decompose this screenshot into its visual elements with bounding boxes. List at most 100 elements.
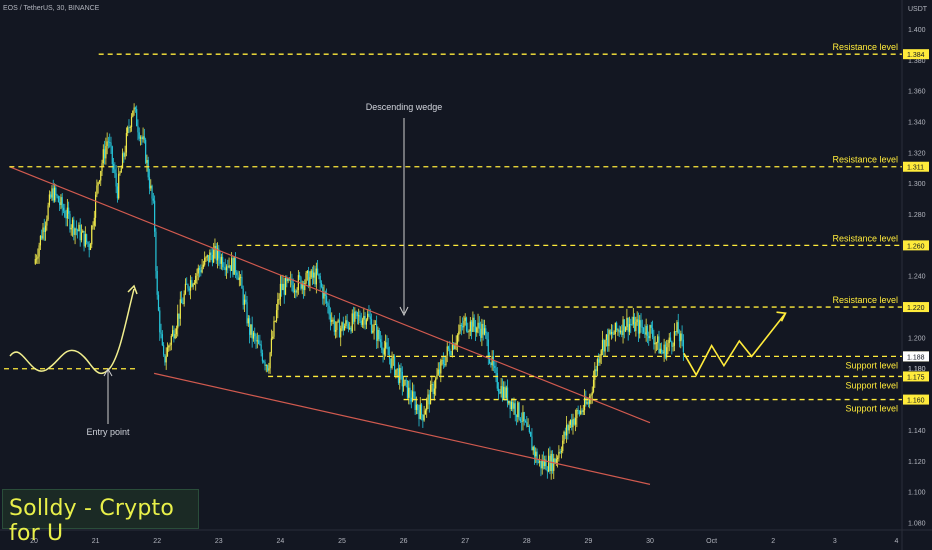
candle: [508, 400, 510, 406]
candle-body: [532, 447, 534, 451]
candle-body: [394, 356, 396, 376]
current-price-tag: [903, 351, 929, 362]
candle: [200, 264, 202, 277]
candle: [576, 408, 578, 428]
candle-body: [186, 283, 188, 285]
candle: [465, 316, 468, 333]
candle: [175, 325, 178, 339]
level-group: Resistance level 1.220: [483, 295, 929, 313]
candle-body: [660, 348, 663, 352]
candle: [649, 324, 651, 341]
candle-body: [587, 402, 589, 404]
candle-body: [188, 288, 190, 291]
candle: [145, 137, 147, 165]
candle-body: [51, 188, 53, 198]
candle-body: [132, 110, 134, 117]
level-price-tag-text: 1.384: [907, 52, 925, 59]
candle-body: [392, 356, 394, 358]
candle-body: [347, 323, 350, 329]
candle-body: [351, 313, 353, 332]
candle: [667, 339, 669, 355]
candle-body: [345, 320, 347, 327]
candle: [46, 215, 48, 231]
candle: [559, 448, 561, 454]
candle: [406, 380, 409, 400]
candle: [433, 380, 435, 401]
candle-body: [622, 319, 624, 335]
candles: [34, 103, 684, 480]
candle: [102, 144, 104, 168]
candle: [129, 125, 131, 133]
candle-body: [463, 320, 465, 328]
candle: [427, 389, 429, 410]
candle-body: [528, 426, 530, 433]
candle-body: [649, 325, 651, 339]
candle-body: [311, 270, 314, 278]
candle: [526, 416, 528, 428]
candle-body: [364, 315, 366, 325]
candle: [143, 128, 145, 144]
candle: [53, 183, 56, 203]
candle-body: [56, 195, 58, 197]
candle: [382, 347, 384, 363]
candle: [555, 454, 557, 466]
candle: [198, 265, 201, 278]
candle: [251, 316, 253, 348]
candle: [658, 330, 660, 354]
candle-body: [57, 196, 59, 203]
candle: [379, 330, 382, 348]
candle-body: [653, 336, 655, 345]
candle: [166, 342, 169, 357]
candle: [346, 313, 348, 329]
price-tick-label: 1.100: [908, 490, 926, 497]
candle: [477, 313, 479, 334]
candle: [564, 427, 566, 440]
candle: [83, 230, 85, 252]
candle-body: [242, 288, 244, 305]
candle-body: [151, 185, 153, 199]
candle-body: [79, 224, 81, 241]
candle-body: [358, 315, 360, 317]
candle-body: [228, 265, 230, 268]
candle: [666, 339, 668, 361]
candle: [571, 413, 573, 431]
candle: [622, 316, 624, 344]
candle-body: [100, 171, 102, 181]
candle-body: [257, 340, 260, 344]
candle: [39, 235, 42, 251]
candle-body: [138, 132, 140, 139]
candle-body: [390, 358, 392, 368]
price-tick-label: 1.200: [908, 335, 926, 342]
candle: [305, 271, 307, 285]
candle: [513, 397, 515, 415]
candle: [106, 132, 108, 155]
candle: [224, 258, 226, 276]
candle: [454, 342, 456, 350]
candle: [519, 417, 521, 423]
candle-body: [369, 316, 371, 320]
level-group: Resistance level 1.384: [98, 42, 929, 60]
candle: [180, 290, 183, 304]
candle: [637, 312, 640, 343]
candle: [62, 203, 65, 214]
candle-body: [89, 244, 92, 251]
candle: [659, 343, 661, 354]
candle: [499, 389, 501, 395]
candle-body: [405, 379, 407, 381]
candle: [47, 202, 49, 221]
candle: [111, 145, 113, 174]
candle: [317, 260, 319, 276]
candle-body: [152, 198, 154, 201]
candle-body: [109, 141, 111, 143]
candle-body: [442, 360, 444, 365]
candle-body: [92, 225, 94, 227]
candle: [282, 274, 284, 291]
candle: [495, 361, 497, 383]
candle-body: [527, 426, 529, 427]
candle-body: [216, 248, 219, 261]
candle-body: [417, 404, 419, 411]
candle: [197, 264, 199, 281]
candle: [600, 349, 602, 365]
candle: [663, 338, 665, 362]
